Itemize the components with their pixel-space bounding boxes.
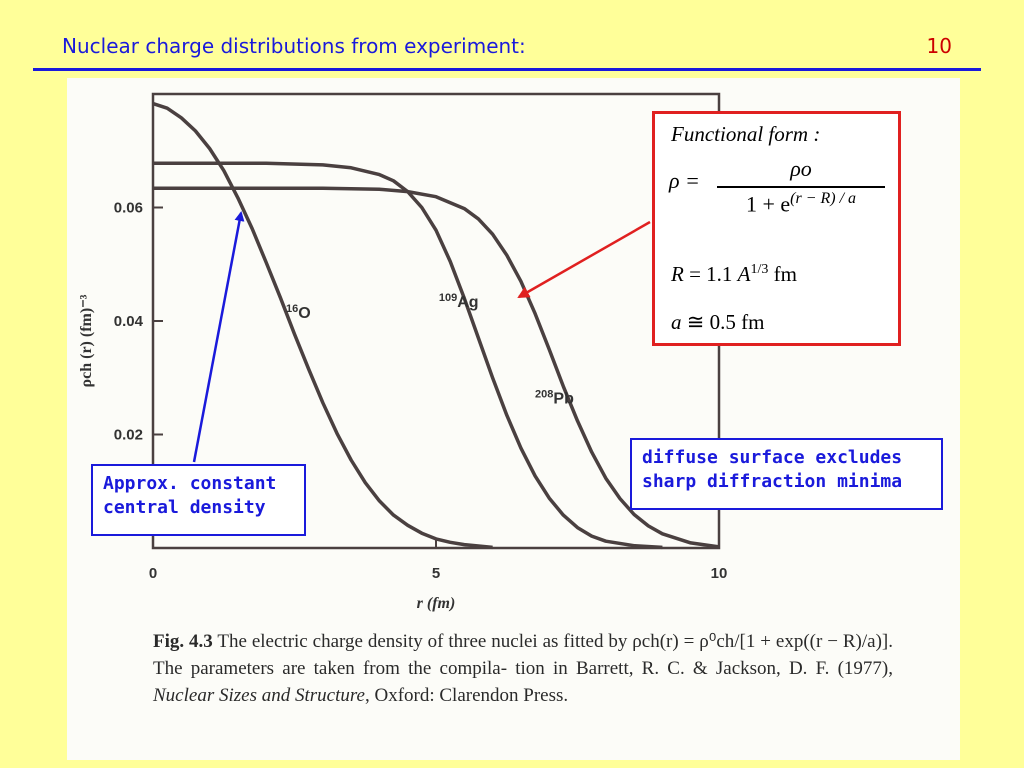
central-density-callout: Approx. constant central density [91,464,306,536]
caption-line2: The parameters are taken from the compil… [153,658,508,679]
series-label-0: 16O [286,303,311,322]
diffuse-surface-callout: diffuse surface excludes sharp diffracti… [630,438,943,510]
diffuseness-formula: a ≅ 0.5 fm [671,310,765,334]
slide-number: 10 [926,34,952,58]
surface-callout-line1: diffuse surface excludes [642,447,903,468]
y-tick-label: 0.04 [114,313,144,330]
density-callout-line2: central density [103,497,266,518]
series-line-1 [153,161,663,550]
x-tick-label: 0 [149,565,157,582]
caption-book-title: Nuclear Sizes and Structure [153,685,365,706]
series-label-2: 208Pb [535,388,574,407]
functional-form-heading: Functional form : [671,122,821,146]
functional-form-box: Functional form : ρ = ρo 1 + e(r − R) / … [652,111,901,346]
series-line-0 [152,101,493,550]
figure-caption: Fig. 4.3 The electric charge density of … [153,631,894,706]
slide-title: Nuclear charge distributions from experi… [62,34,526,58]
formula-denominator: 1 + e(r − R) / a [745,189,857,216]
y-tick-label: 0.06 [114,200,143,217]
caption-fig-label: Fig. 4.3 [153,631,213,652]
formula-fraction: ρo 1 + e(r − R) / a [717,156,885,217]
caption-line3: tion in Barrett, R. C. & Jackson, D. F. … [515,658,894,679]
formula-numerator: ρo [790,156,812,181]
series-label-1: 109Ag [439,292,479,311]
caption-line4: Oxford: Clarendon Press. [374,685,569,706]
density-callout-line1: Approx. constant [103,473,277,494]
title-divider [33,68,981,71]
surface-callout-line2: sharp diffraction minima [642,471,903,492]
x-axis-label: r (fm) [417,595,456,612]
fraction-bar [717,186,885,188]
x-tick-label: 10 [711,565,728,582]
y-tick-label: 0.02 [114,427,143,444]
y-axis-label: ρch (r) (fm)⁻³ [78,294,95,387]
formula-lhs: ρ = [669,168,700,193]
caption-formula: ρch(r) = ρ⁰ch/[1 + exp((r − R)/a)]. [632,631,893,652]
x-tick-label: 5 [432,565,440,582]
radius-formula: R = 1.1 A1/3 fm [671,262,797,286]
caption-line1: The electric charge density of three nuc… [217,631,628,652]
